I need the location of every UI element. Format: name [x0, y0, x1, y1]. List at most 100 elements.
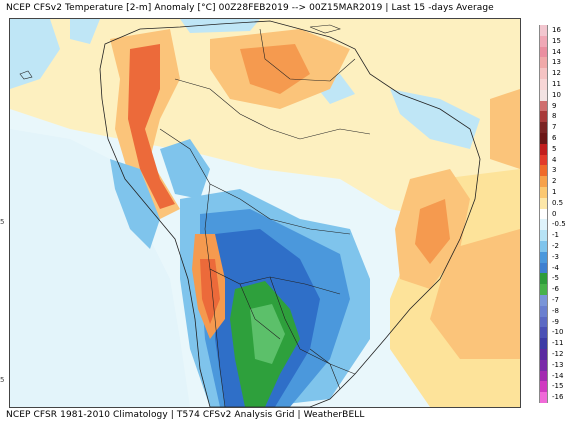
- island-outline: [309, 24, 341, 34]
- color-scale-swatch: [539, 240, 548, 252]
- color-scale-label: 1: [552, 188, 557, 196]
- map-footer-credit: NCEP CFSR 1981-2010 Climatology | T574 C…: [6, 410, 365, 420]
- color-scale-swatch: [539, 327, 548, 339]
- warm-anomaly-region: [415, 199, 450, 264]
- color-scale-label: -13: [552, 360, 564, 369]
- color-scale-label: -16: [552, 393, 564, 402]
- color-scale-swatch: [539, 68, 548, 79]
- color-scale-label: 14: [552, 47, 561, 56]
- cool-ocean-patch: [10, 19, 60, 89]
- color-scale-swatch: [539, 57, 548, 69]
- color-scale-label: 11: [552, 80, 561, 88]
- color-scale-label: -10: [552, 328, 564, 337]
- country-border: [269, 276, 356, 375]
- color-scale-label: 0.5: [552, 198, 564, 207]
- color-scale-label: 10: [552, 90, 561, 99]
- color-scale-label: 7: [552, 123, 557, 132]
- color-scale-swatch: [539, 154, 548, 166]
- warm-anomaly-region: [200, 259, 220, 324]
- color-scale-label: -4: [552, 263, 559, 272]
- cool-ocean-patch: [70, 19, 100, 44]
- color-scale-swatch: [539, 89, 548, 101]
- color-scale-label: -0.5: [552, 220, 566, 229]
- color-scale-swatch: [539, 186, 548, 198]
- color-scale-swatch: [539, 370, 548, 382]
- color-scale-swatch: [539, 208, 548, 220]
- color-scale-label: 13: [552, 58, 561, 67]
- country-border: [239, 283, 281, 340]
- color-scale-swatch: [539, 176, 548, 187]
- color-scale-swatch: [539, 316, 548, 328]
- south-america-coastline: [99, 20, 481, 407]
- color-scale-label: 12: [552, 69, 561, 78]
- cool-ocean-region: [10, 129, 190, 407]
- color-scale-label: 0: [552, 209, 557, 218]
- color-scale-swatch: [539, 132, 548, 144]
- color-scale-label: 3: [552, 166, 557, 175]
- color-scale-label: -11: [552, 339, 564, 348]
- map-canvas: [10, 19, 520, 407]
- color-scale-swatch: [539, 111, 548, 123]
- color-scale-swatch: [539, 25, 548, 36]
- warm-anomaly-region: [490, 89, 520, 169]
- color-scale-swatch: [539, 359, 548, 371]
- color-scale-label: 2: [552, 177, 557, 186]
- color-scale-swatch: [539, 35, 548, 47]
- cool-anomaly-region: [160, 139, 210, 199]
- country-border: [309, 348, 341, 390]
- latitude-tick-label: 5: [0, 376, 5, 384]
- warm-anomaly-region: [430, 229, 520, 359]
- color-scale-label: -14: [552, 371, 564, 380]
- cool-anomaly-region: [390, 89, 480, 149]
- color-scale-swatch: [539, 294, 548, 306]
- color-scale-swatch: [539, 46, 548, 58]
- color-scale-label: 5: [552, 144, 557, 153]
- color-scale-swatch: [539, 100, 548, 112]
- temperature-anomaly-map: [9, 18, 521, 408]
- color-scale-label: -5: [552, 274, 559, 283]
- color-scale-swatch: [539, 381, 548, 393]
- color-scale-label: -15: [552, 382, 564, 391]
- color-scale-label: -1: [552, 231, 559, 240]
- color-scale-bar: [539, 25, 548, 403]
- color-scale-swatch: [539, 219, 548, 231]
- color-scale-label: -7: [552, 296, 559, 304]
- color-scale-swatch: [539, 392, 548, 403]
- color-scale-label: -6: [552, 285, 559, 294]
- cool-anomaly-region: [110, 159, 160, 249]
- color-scale-label: 4: [552, 155, 557, 164]
- color-scale-swatch: [539, 122, 548, 133]
- color-scale-swatch: [539, 165, 548, 177]
- color-scale-swatch: [539, 262, 548, 274]
- color-scale-label: -9: [552, 317, 559, 326]
- color-scale-label: 6: [552, 134, 557, 142]
- color-scale-label: 9: [552, 101, 557, 110]
- country-border: [174, 78, 371, 140]
- color-scale-label: 15: [552, 36, 561, 45]
- strong-cold-anomaly-region: [250, 304, 285, 364]
- country-border: [209, 268, 226, 407]
- color-scale-swatch: [539, 78, 548, 90]
- color-scale-swatch: [539, 338, 548, 349]
- map-title: NCEP CFSv2 Temperature [2-m] Anomaly [°C…: [6, 3, 494, 13]
- country-border: [259, 28, 356, 82]
- color-scale-swatch: [539, 251, 548, 263]
- color-scale-swatch: [539, 143, 548, 155]
- color-scale-swatch: [539, 273, 548, 285]
- color-scale-label: -12: [552, 350, 564, 358]
- color-scale-label: -8: [552, 306, 559, 315]
- color-scale-swatch: [539, 284, 548, 295]
- color-scale-swatch: [539, 230, 548, 241]
- country-border: [159, 128, 351, 235]
- color-scale-label: -3: [552, 252, 559, 261]
- latitude-tick-label: 5: [0, 218, 5, 226]
- color-scale-label: 16: [552, 26, 561, 34]
- color-scale-label: 8: [552, 112, 557, 121]
- warm-anomaly-region: [128, 44, 175, 209]
- island-outline: [19, 70, 33, 80]
- warm-anomaly-region: [240, 44, 310, 94]
- color-scale-swatch: [539, 348, 548, 360]
- color-scale-swatch: [539, 197, 548, 209]
- color-scale-label: -2: [552, 242, 559, 250]
- color-scale-swatch: [539, 305, 548, 317]
